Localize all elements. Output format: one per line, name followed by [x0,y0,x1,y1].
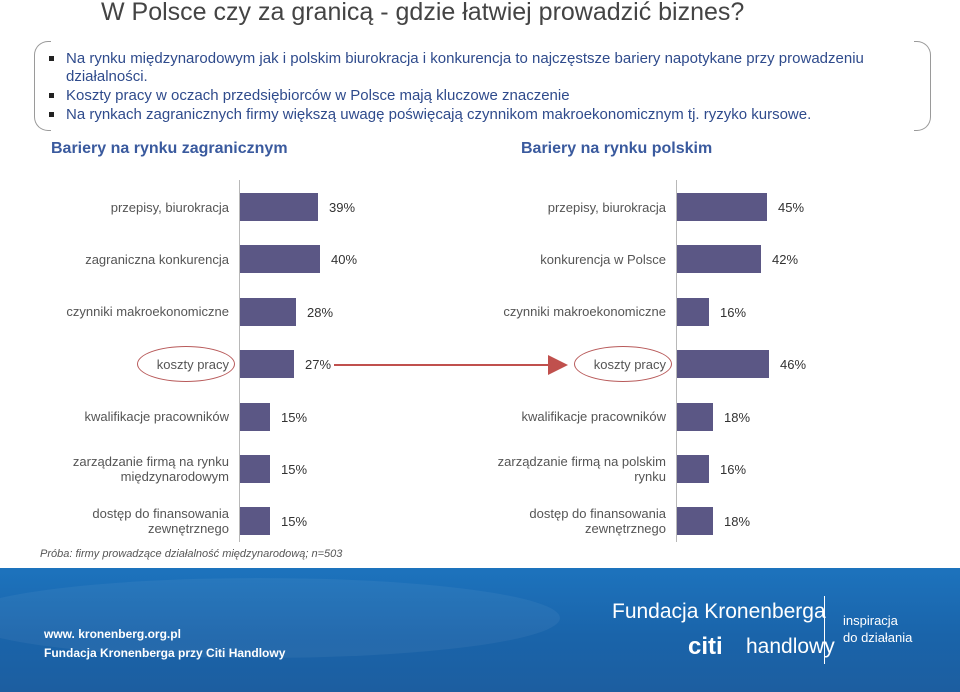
tagline-line-1: inspiracja [843,613,898,628]
bullet-item: Na rynkach zagranicznych firmy większą u… [46,106,906,124]
foreign-bar [240,455,270,483]
bullet-text: Na rynkach zagranicznych firmy większą u… [66,106,812,123]
chart-title-foreign: Bariery na rynku zagranicznym [51,140,288,157]
footer-wave-decoration [0,578,560,658]
poland-value-label: 42% [772,252,799,268]
page-title: W Polsce czy za granicą - gdzie łatwiej … [101,0,745,26]
bullet-square-icon [49,112,54,117]
poland-bar [677,507,713,536]
foreign-bar [240,245,320,274]
foreign-axis-line [239,180,240,542]
tagline: inspiracja do działania [843,612,912,646]
bullet-list: Na rynku międzynarodowym jak i polskim b… [46,50,906,125]
foreign-bar [240,193,318,221]
logo-fundacja-kronenberga: Fundacja Kronenberga [612,600,826,623]
poland-axis-line [676,180,677,542]
foreign-value-label: 15% [281,514,308,530]
poland-value-label: 16% [720,304,747,320]
foreign-category-label: kwalifikacje pracowników [84,409,230,425]
poland-bar [677,455,709,483]
poland-value-label: 16% [720,462,747,477]
logo-separator [824,596,825,664]
poland-category-label: konkurencja w Polsce [540,251,666,267]
bullet-square-icon [49,56,54,61]
foreign-value-label: 15% [281,409,308,425]
bullet-item: Na rynku międzynarodowym jak i polskim b… [46,50,906,86]
poland-highlight-ellipse [574,346,672,383]
poland-bar [677,193,767,221]
poland-category-label: zarządzanie firmą na polskim rynku [497,454,666,484]
foreign-bar [240,297,296,326]
tagline-line-2: do działania [843,630,913,645]
foreign-value-label: 15% [281,462,308,477]
foreign-bar [240,402,270,431]
right-bracket [914,41,931,131]
bullet-text: Koszty pracy w oczach przedsiębiorców w … [66,87,570,104]
foreign-category-label: zarządzanie firmą na rynku międzynarodow… [72,454,229,484]
poland-value-label: 18% [724,409,751,425]
footer-banner: www. kronenberg.org.pl Fundacja Kronenbe… [0,568,960,692]
footer-url[interactable]: www. kronenberg.org.pl [44,627,181,641]
foreign-category-label: przepisy, biurokracja [110,199,229,215]
poland-value-label: 45% [778,200,805,215]
foreign-highlight-ellipse [137,346,235,383]
poland-category-label: kwalifikacje pracowników [521,409,667,425]
sample-note: Próba: firmy prowadzące działalność międ… [40,548,343,560]
bullet-square-icon [49,93,54,98]
footer-org: Fundacja Kronenberga przy Citi Handlowy [44,646,286,660]
poland-category-label: dostęp do finansowania zewnętrznego [529,506,666,537]
foreign-value-label: 40% [331,252,358,268]
foreign-bar [240,350,294,379]
bullet-item: Koszty pracy w oczach przedsiębiorców w … [46,87,906,105]
logo-citi: citi [688,633,723,660]
bullet-text: Na rynku międzynarodowym jak i polskim b… [66,50,864,85]
poland-bar [677,402,713,431]
chart-title-poland: Bariery na rynku polskim [521,140,713,157]
poland-value-label: 46% [780,357,807,373]
poland-bar [677,350,769,379]
poland-value-label: 18% [724,514,751,530]
poland-bar [677,245,761,274]
foreign-category-label: czynniki makroekonomiczne [66,304,229,320]
foreign-value-label: 28% [307,304,334,320]
poland-category-label: przepisy, biurokracja [547,199,666,215]
foreign-category-label: zagraniczna konkurencja [85,251,229,267]
foreign-bar [240,507,270,536]
foreign-value-label: 27% [305,357,332,373]
poland-bar [677,297,709,326]
foreign-value-label: 39% [329,200,356,215]
poland-category-label: czynniki makroekonomiczne [503,304,666,320]
foreign-category-label: dostęp do finansowania zewnętrznego [92,506,229,537]
logo-handlowy: handlowy [746,635,835,658]
